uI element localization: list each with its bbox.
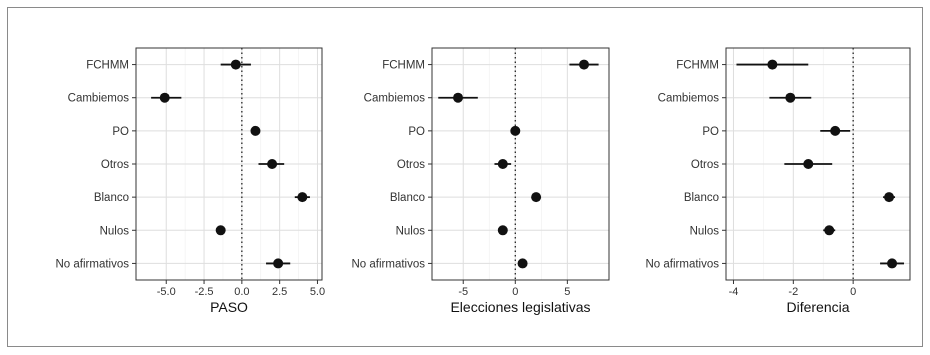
x-tick-label: -2.5 <box>195 286 214 298</box>
x-axis-title-3: Diferencia <box>786 299 849 315</box>
data-point <box>159 92 170 103</box>
data-point <box>497 225 508 236</box>
x-tick-label: -5 <box>458 286 468 298</box>
y-tick-label: Blanco <box>390 192 425 204</box>
data-point <box>453 92 464 103</box>
y-tick-label: Otros <box>101 159 129 171</box>
y-tick-label: FCHMM <box>676 60 719 72</box>
y-tick-label: Cambiemos <box>364 93 426 105</box>
y-tick-label: Otros <box>691 159 719 171</box>
data-point <box>297 192 308 203</box>
x-tick-label: -5.0 <box>157 286 176 298</box>
data-point <box>830 125 841 136</box>
x-tick-label: 5 <box>564 286 570 298</box>
y-tick-label: Blanco <box>684 192 719 204</box>
y-tick-label: No afirmativos <box>352 258 426 270</box>
data-point <box>887 258 898 269</box>
y-tick-label: No afirmativos <box>646 258 720 270</box>
y-tick-label: PO <box>702 126 719 138</box>
y-tick-label: Cambiemos <box>658 93 720 105</box>
data-point <box>273 258 284 269</box>
data-point <box>531 192 542 203</box>
data-point <box>785 92 796 103</box>
y-tick-label: Cambiemos <box>68 93 130 105</box>
data-point <box>579 59 590 70</box>
y-tick-label: Otros <box>397 159 425 171</box>
data-point <box>767 59 778 70</box>
data-point <box>824 225 835 236</box>
data-point <box>230 59 241 70</box>
data-point <box>517 258 528 269</box>
y-tick-label: No afirmativos <box>56 258 130 270</box>
y-tick-label: Blanco <box>94 192 129 204</box>
x-tick-label: 2.5 <box>272 286 287 298</box>
y-tick-label: FCHMM <box>86 60 129 72</box>
data-point <box>803 159 814 169</box>
y-tick-label: FCHMM <box>382 60 425 72</box>
y-tick-label: Nulos <box>690 225 720 237</box>
x-tick-label: -4 <box>729 286 739 298</box>
x-tick-label: 0.0 <box>234 286 249 298</box>
data-point <box>497 159 508 169</box>
data-point <box>267 159 278 169</box>
y-tick-label: Nulos <box>100 225 130 237</box>
data-point <box>510 125 521 136</box>
x-tick-label: 5.0 <box>310 286 325 298</box>
data-point <box>250 125 261 136</box>
y-tick-label: Nulos <box>396 225 426 237</box>
x-axis-title-1: PASO <box>210 299 248 315</box>
y-tick-label: PO <box>408 126 425 138</box>
data-point <box>215 225 226 236</box>
data-point <box>884 192 895 203</box>
x-axis-title-2: Elecciones legislativas <box>450 299 590 315</box>
x-tick-label: 0 <box>850 286 856 298</box>
x-tick-label: -2 <box>788 286 798 298</box>
x-tick-label: 0 <box>512 286 518 298</box>
y-tick-label: PO <box>112 126 129 138</box>
